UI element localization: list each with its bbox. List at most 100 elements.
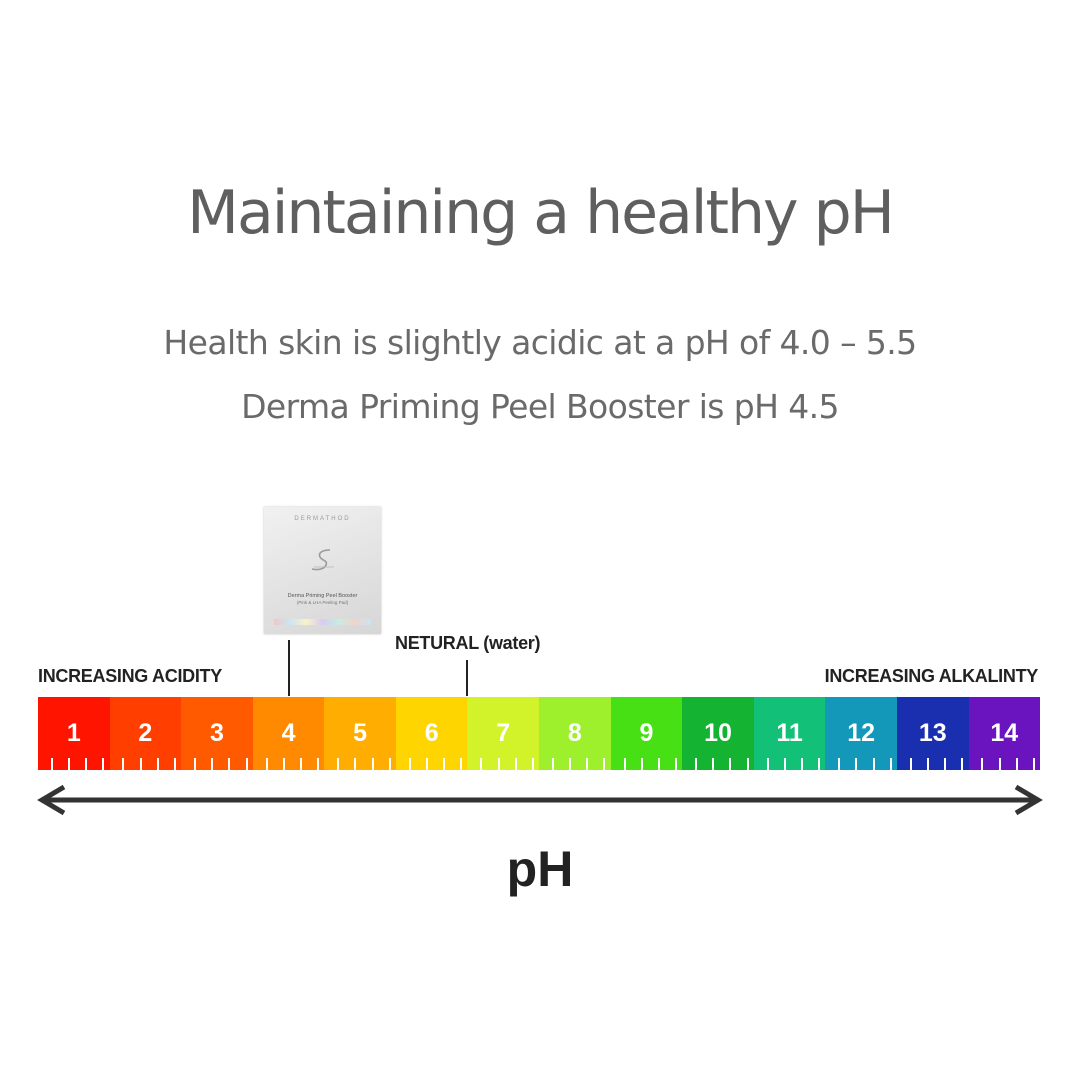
ph-tick [623,758,626,770]
ph-scale: 1 2 3 4 5 6 7 8 9 10 11 12 13 14 [38,697,1041,770]
ph-tick [927,758,929,770]
ph-segment-ticks [825,756,897,770]
ph-tick [586,758,589,770]
ph-tick [408,758,411,770]
neutral-label-main: NETURAL [395,633,479,653]
ph-segment-number: 5 [353,719,368,747]
ph-tick [729,758,732,770]
ph-tick [211,758,214,770]
ph-segment: 1 [38,697,110,770]
ph-tick [801,758,804,770]
ph-tick [1015,758,1018,770]
ph-tick [245,758,248,770]
ph-segment-number: 7 [496,719,511,747]
ph-tick [838,758,841,770]
ph-segment-ticks [969,756,1041,770]
ph-segment: 2 [109,697,182,770]
product-description: (Pink & LHA Peeling Pad) [296,600,349,605]
ph-segment-number: 11 [776,719,803,747]
ph-segment-ticks [38,756,110,770]
ph-segment: 14 [968,697,1041,770]
ph-segment-ticks [897,756,969,770]
ph-tick [371,758,374,770]
ph-segment-ticks [611,756,683,770]
ph-tick [657,758,660,770]
ph-segment: 7 [467,697,540,770]
ph-segment-number: 14 [990,719,1019,747]
ph-tick [317,758,320,770]
ph-segment-ticks [396,756,468,770]
ph-tick [603,758,606,770]
ph-tick [675,758,678,770]
increasing-acidity-label: INCREASING ACIDITY [38,666,222,686]
ph-tick [388,758,391,770]
ph-tick [746,758,749,770]
ph-tick [139,758,142,770]
ph-segment: 11 [753,697,826,770]
ph-axis-arrow [37,784,1043,816]
ph-tick [337,758,340,770]
ph-tick [872,758,875,770]
ph-segment: 12 [825,697,897,770]
ph-segment-ticks [253,756,325,770]
ph-tick [156,758,159,770]
subtitle-line-2: Derma Priming Peel Booster is pH 4.5 [241,387,839,426]
ph-tick [514,758,517,770]
neutral-label: NETURAL (water) [395,633,541,654]
ph-tick [460,758,463,770]
ph-tick [712,758,715,770]
ph-segment-number: 9 [639,719,654,747]
ph-tick [50,758,53,770]
ph-segment: 9 [610,697,683,770]
ph-segment: 4 [252,697,325,770]
ph-tick [480,758,483,770]
ph-tick [531,758,534,770]
product-image: DERMATHOD Derma Priming Peel Booster (Pi… [264,507,381,634]
ph-tick [299,758,302,770]
product-name: Derma Priming Peel Booster [287,593,358,599]
neutral-pointer-line [466,660,469,696]
ph-segment-ticks [754,756,826,770]
ph-tick [640,758,643,770]
ph-segment-number: 1 [66,719,81,747]
ph-tick [981,758,984,770]
ph-tick [497,758,500,770]
ph-segment: 10 [682,697,754,770]
ph-tick [102,758,105,770]
ph-tick [443,758,446,770]
ph-segment-number: 2 [138,719,153,747]
ph-axis-label: pH [506,841,574,897]
ph-tick [68,758,71,770]
ph-tick [122,758,125,770]
neutral-label-sub: (water) [483,633,541,653]
ph-tick [909,758,912,770]
subtitle-line-1: Health skin is slightly acidic at a pH o… [163,323,917,362]
ph-tick [282,758,285,770]
product-brand: DERMATHOD [294,516,351,522]
ph-segment: 3 [181,697,253,770]
ph-tick [194,758,197,770]
ph-segment-number: 6 [424,719,439,747]
ph-tick [889,758,892,770]
ph-segment-ticks [110,756,182,770]
ph-tick [425,758,428,770]
ph-segment-number: 12 [847,719,876,747]
ph-segment-number: 3 [209,719,224,747]
ph-tick [783,758,786,770]
ph-tick [551,758,554,770]
product-stripe [274,619,371,625]
ph-tick [569,758,572,770]
ph-tick [173,758,176,770]
ph-segment-number: 8 [567,719,582,747]
ph-tick [1032,758,1035,770]
ph-segment: 5 [324,697,396,770]
ph-tick [944,758,947,770]
ph-tick [354,758,357,770]
page-title: Maintaining a healthy pH [187,178,895,248]
ph-tick [998,758,1001,770]
ph-segment-ticks [467,756,539,770]
ph-tick [695,758,698,770]
ph-tick [855,758,858,770]
ph-segment: 8 [539,697,611,770]
ph-tick [265,758,268,770]
